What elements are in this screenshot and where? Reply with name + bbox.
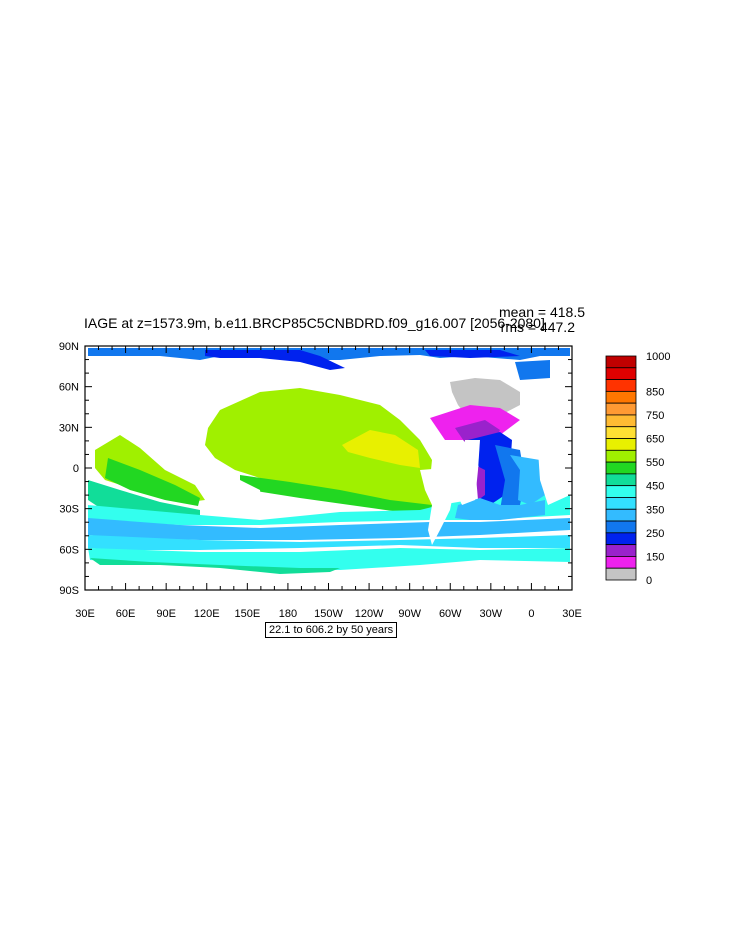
indian-ocean-green xyxy=(105,458,200,506)
south-atlantic-west xyxy=(455,498,545,520)
pacific-yellow-core xyxy=(342,430,420,468)
lon-label: 30E xyxy=(562,608,582,620)
lon-label: 90W xyxy=(398,608,421,620)
colorbar-swatch xyxy=(605,449,637,463)
colorbar-swatch xyxy=(605,497,637,510)
south-america-land xyxy=(420,468,455,545)
lat-label: 30N xyxy=(59,422,79,434)
colorbar-swatch xyxy=(605,438,637,451)
colorbar-swatch xyxy=(605,402,637,416)
colorbar-swatch xyxy=(605,414,637,428)
colorbar-swatch xyxy=(605,532,637,546)
colorbar-label: 0 xyxy=(646,575,652,587)
colorbar-label: 650 xyxy=(646,434,664,446)
lon-label: 30W xyxy=(480,608,503,620)
africa-east-land xyxy=(538,420,570,505)
antarctic-margin xyxy=(90,558,340,574)
africa-land xyxy=(455,440,480,505)
lon-label: 30E xyxy=(75,608,95,620)
lon-label: 150W xyxy=(314,608,343,620)
atlantic-lightblue xyxy=(510,455,545,505)
lon-label: 60W xyxy=(439,608,462,620)
colorbar-swatch xyxy=(605,355,637,369)
colorbar-swatch xyxy=(605,426,637,439)
lat-label: 0 xyxy=(73,463,79,475)
contour-range-label: 22.1 to 606.2 by 50 years xyxy=(265,622,398,638)
australia-land xyxy=(210,480,262,515)
lon-label: 60E xyxy=(116,608,136,620)
lon-label: 0 xyxy=(528,608,534,620)
southern-ocean-south xyxy=(88,548,570,570)
colorbar-label: 750 xyxy=(646,410,664,422)
southern-ocean-cyan-light xyxy=(88,495,570,525)
lat-label: 60N xyxy=(59,382,79,394)
colorbar-label: 250 xyxy=(646,528,664,540)
lon-label: 150E xyxy=(234,608,260,620)
greenland-sea xyxy=(425,350,520,358)
rms-value: rms = 447.2 xyxy=(500,319,575,335)
pacific-green-band xyxy=(240,475,432,515)
lat-label: 90N xyxy=(59,341,79,353)
colorbar-label: 150 xyxy=(646,551,664,563)
colorbar-label: 350 xyxy=(646,504,664,516)
colorbar-swatch xyxy=(605,367,637,380)
colorbar-swatch xyxy=(605,379,637,392)
lon-label: 90E xyxy=(156,608,176,620)
map-axes: 90N 60N 30N 0 30S 60S 90S 30E 60E 90E 120E 150E 180 1… xyxy=(59,341,582,620)
lon-label: 180 xyxy=(279,608,297,620)
map-title: IAGE at z=1573.9m, b.e11.BRCP85C5CNBDRD.… xyxy=(84,315,545,331)
labrador-north xyxy=(515,360,550,380)
southern-ocean-mid xyxy=(88,535,570,550)
pacific-ocean xyxy=(205,388,435,515)
colorbar-label: 1000 xyxy=(646,351,670,363)
colorbar-swatch xyxy=(605,556,637,569)
colorbar-swatch xyxy=(605,461,637,475)
lat-label: 90S xyxy=(59,585,79,597)
lon-label: 120E xyxy=(194,608,220,620)
southern-ocean-blue xyxy=(88,518,570,540)
colorbar-swatch xyxy=(605,508,637,522)
colorbar-swatch xyxy=(605,485,637,498)
colorbar-swatch xyxy=(605,390,637,404)
colorbar-swatch xyxy=(605,520,637,534)
colorbar-swatch xyxy=(605,567,637,581)
colorbar-swatch xyxy=(605,473,637,487)
colorbar: 1000 850 750 650 550 450 350 250 150 0 xyxy=(605,351,670,587)
lat-label: 30S xyxy=(59,504,79,516)
colorbar-label: 850 xyxy=(646,386,664,398)
arctic-deep xyxy=(205,350,345,370)
colorbar-label: 550 xyxy=(646,457,664,469)
lon-label: 120W xyxy=(355,608,384,620)
mean-value: mean = 418.5 xyxy=(498,304,585,320)
lat-label: 60S xyxy=(59,544,79,556)
colorbar-swatch xyxy=(605,544,637,557)
colorbar-label: 450 xyxy=(646,481,664,493)
